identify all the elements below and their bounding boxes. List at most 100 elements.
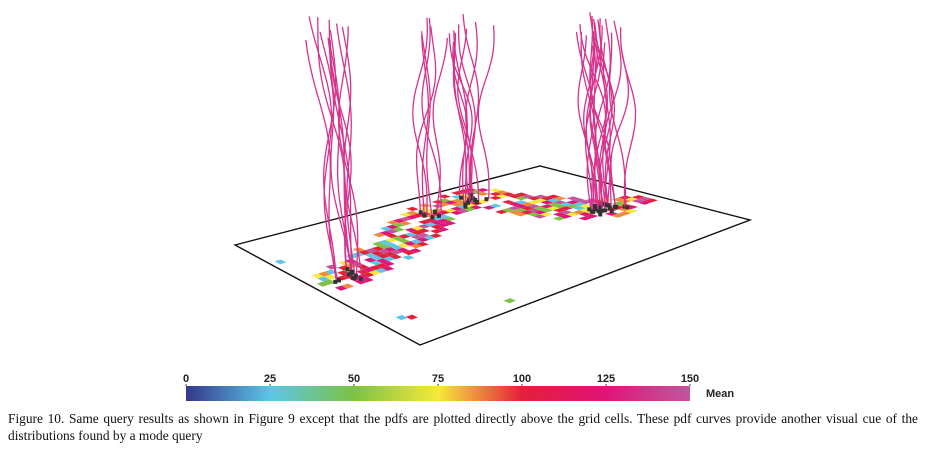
heat-cell <box>572 202 586 207</box>
heat-cell <box>399 212 413 217</box>
heat-cell <box>338 260 351 266</box>
heat-cell <box>363 257 377 263</box>
heat-cell <box>488 203 502 208</box>
heat-cell <box>520 210 534 215</box>
heat-cell <box>352 247 366 253</box>
cell-marker <box>346 272 351 277</box>
heat-cell <box>644 198 659 203</box>
cell-marker <box>352 276 357 281</box>
heat-cell <box>399 221 412 226</box>
heat-cell <box>406 210 419 216</box>
heat-cell <box>385 229 399 234</box>
pdf-curve <box>594 40 609 215</box>
heat-cell <box>369 260 383 266</box>
heat-cell <box>527 204 541 209</box>
heat-cell <box>375 268 388 274</box>
heat-cell <box>361 277 374 283</box>
heat-cell <box>553 200 567 205</box>
heat-cell <box>381 266 395 271</box>
heat-cell <box>399 216 412 222</box>
heat-cell <box>385 237 398 243</box>
heat-cell <box>514 192 528 197</box>
heat-cell <box>534 198 547 203</box>
pdf-curve <box>584 19 602 212</box>
heat-cell <box>520 206 534 211</box>
heat-cell <box>527 196 541 201</box>
heat-cell <box>514 212 528 217</box>
heat-cell <box>489 188 503 193</box>
heat-cell <box>527 208 541 213</box>
heat-cell <box>612 197 626 202</box>
pdf-curve <box>317 17 348 270</box>
pdf-curve <box>594 18 611 211</box>
heat-cell <box>365 248 378 253</box>
heat-cell <box>323 279 336 285</box>
cell-marker <box>468 193 473 198</box>
heat-cell <box>376 258 389 264</box>
heat-cell <box>566 200 580 205</box>
heat-cell <box>444 208 457 213</box>
heat-cell <box>450 206 464 211</box>
heat-cell <box>579 204 593 209</box>
heat-cell <box>559 206 573 211</box>
heat-cell <box>552 212 566 217</box>
pdf-curve <box>327 37 352 272</box>
heat-cell <box>501 200 515 205</box>
heat-cell <box>397 234 411 239</box>
heat-cell <box>391 236 405 241</box>
tick-label: 125 <box>597 373 615 385</box>
heat-cell <box>395 314 408 321</box>
heat-cell <box>386 224 399 230</box>
heat-cell <box>476 188 490 192</box>
heat-cell <box>383 251 397 257</box>
tick-label: 25 <box>264 373 276 385</box>
heat-cell <box>495 194 509 199</box>
heat-cell <box>403 241 417 246</box>
heat-cell <box>410 230 424 235</box>
pdf-curve <box>477 25 495 200</box>
heat-cell <box>450 202 464 207</box>
heat-cell <box>578 216 592 221</box>
heat-cell <box>384 247 397 252</box>
heat-cell <box>390 245 404 250</box>
pdf-curve <box>432 37 449 212</box>
cell-marker <box>463 202 468 207</box>
heat-cell <box>371 250 384 256</box>
heat-cell <box>625 197 639 202</box>
pdf-curve <box>619 27 637 208</box>
heat-cell <box>502 192 515 197</box>
heat-cell <box>424 222 437 227</box>
heat-cell <box>618 211 632 216</box>
heat-cell <box>547 194 561 199</box>
heat-cell <box>376 253 390 259</box>
heat-cell <box>527 200 541 205</box>
heat-cell <box>540 200 554 205</box>
cell-marker <box>589 209 594 214</box>
pdf-curve <box>335 23 356 276</box>
heat-cell <box>405 314 418 320</box>
pdf-curve <box>589 37 612 206</box>
heat-cell <box>419 203 432 208</box>
cell-marker <box>358 276 363 281</box>
cell-marker <box>459 195 464 200</box>
cell-marker <box>607 206 612 211</box>
heat-cell <box>417 232 430 238</box>
heat-cell <box>318 271 331 277</box>
heat-cell <box>364 252 377 258</box>
heat-cell <box>436 227 450 232</box>
heat-cell <box>382 261 395 267</box>
heatmap <box>274 187 659 321</box>
cell-marker <box>625 205 630 210</box>
heat-cell <box>470 189 483 194</box>
heat-cell <box>356 269 369 275</box>
heat-cell <box>572 210 586 215</box>
heat-cell <box>375 263 389 269</box>
heat-cell <box>456 208 470 214</box>
heat-cell <box>514 200 528 205</box>
heat-cell <box>514 204 528 209</box>
heat-cell <box>553 208 567 213</box>
heat-cell <box>546 202 560 207</box>
grid-plane <box>233 165 753 346</box>
pdf-curve <box>305 39 337 281</box>
heat-cell <box>377 249 391 254</box>
